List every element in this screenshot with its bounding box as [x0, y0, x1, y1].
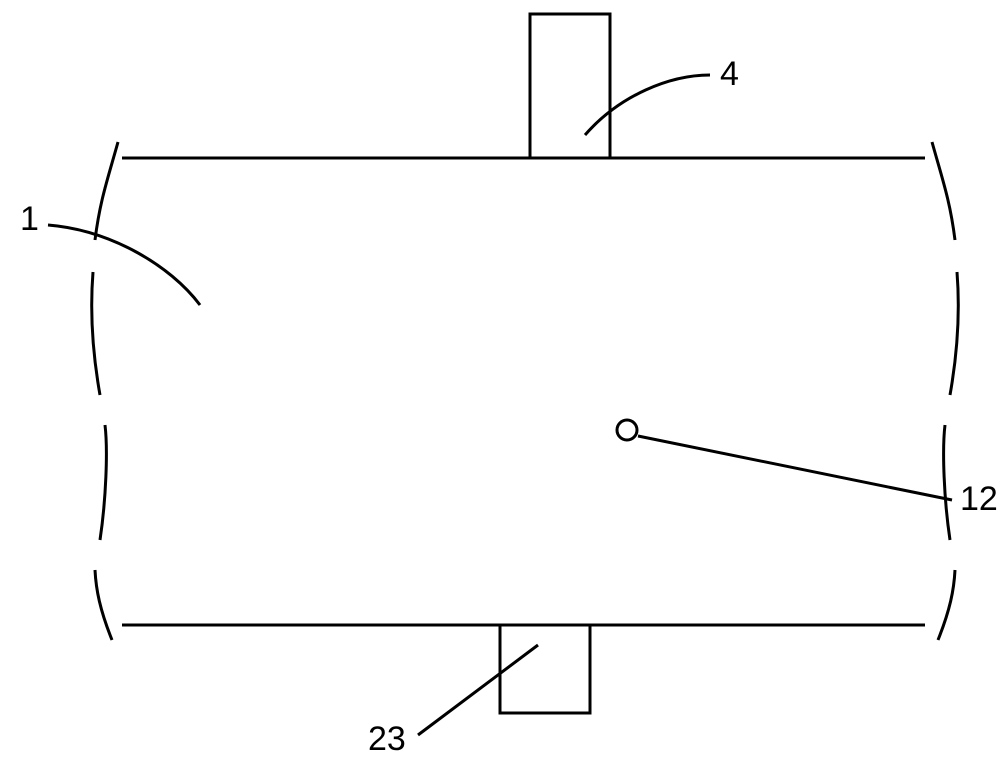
callout-label-23: 23 — [368, 720, 406, 759]
diagram-svg — [0, 0, 1000, 773]
left-break-arc — [92, 142, 118, 640]
leader-line-4 — [585, 75, 710, 135]
bottom-stub-rect — [500, 625, 590, 713]
leader-line-1 — [48, 225, 200, 305]
callout-label-12: 12 — [960, 480, 998, 519]
reference-hole-12 — [617, 420, 637, 440]
right-break-arc — [932, 142, 958, 640]
leader-line-23 — [418, 645, 538, 735]
callout-label-4: 4 — [720, 55, 739, 94]
callout-label-1: 1 — [20, 200, 39, 239]
leader-line-12 — [638, 436, 952, 500]
top-stub-rect — [530, 14, 610, 158]
diagram-canvas: 1 4 12 23 — [0, 0, 1000, 773]
